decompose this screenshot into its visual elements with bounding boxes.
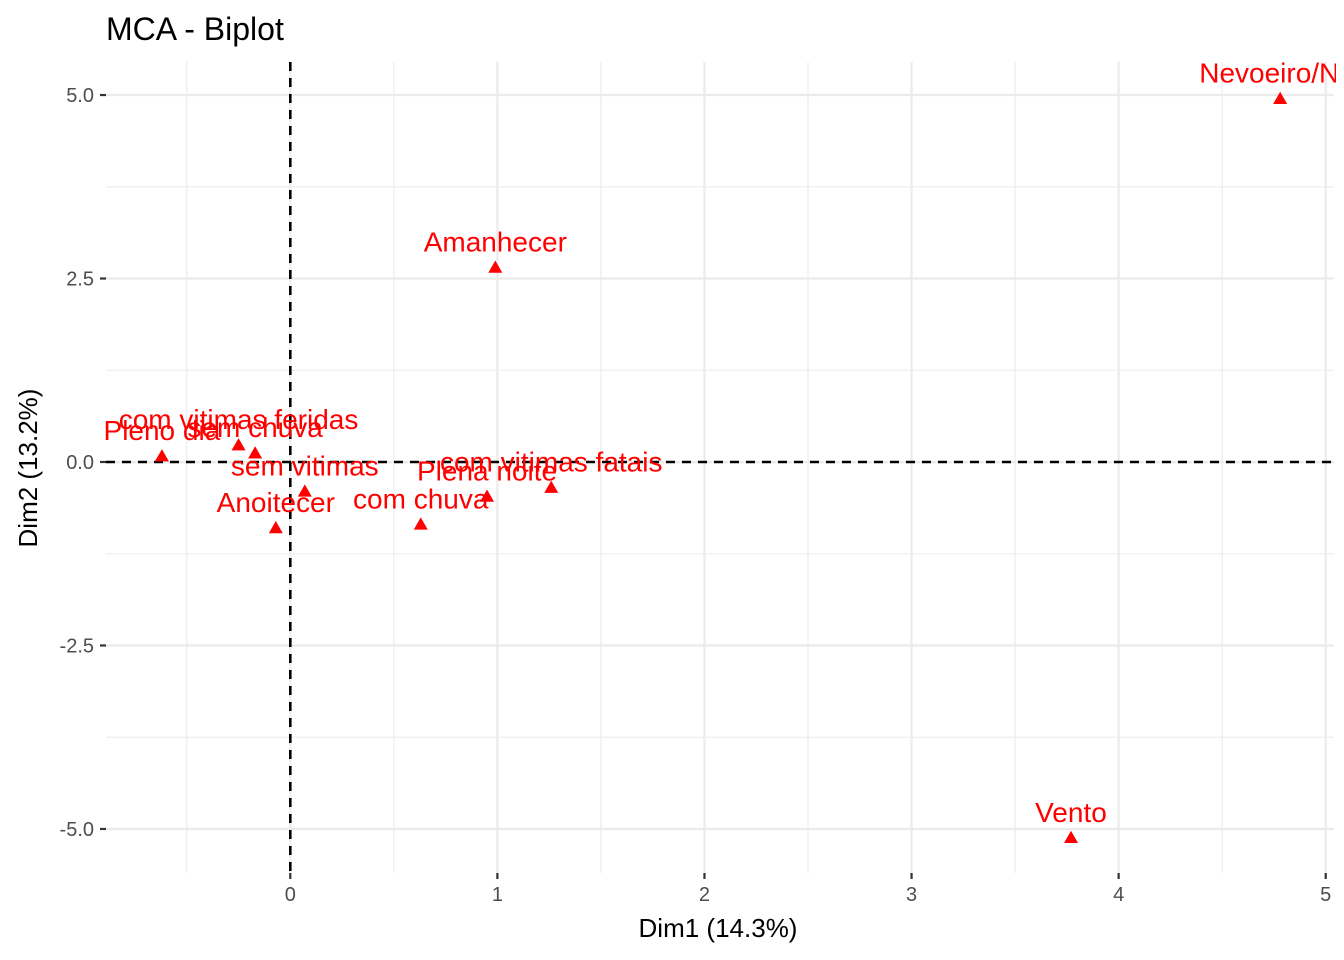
- point-label: com vitimas feridas: [119, 404, 359, 435]
- x-tick-label: 3: [906, 884, 917, 906]
- reference-lines: [106, 62, 1334, 873]
- point-label: Amanhecer: [424, 227, 567, 258]
- chart-title: MCA - Biplot: [106, 11, 284, 47]
- point-labels: Nevoeiro/Nel Amanhecer com vitimas feridas…: [104, 58, 1344, 828]
- point-marker: [544, 480, 559, 493]
- point-marker: [1064, 830, 1079, 844]
- point-marker: [480, 489, 495, 502]
- data-points: [154, 91, 1288, 844]
- x-axis-title: Dim1 (14.3%): [639, 913, 798, 943]
- point-marker: [297, 484, 312, 497]
- point-marker: [248, 446, 263, 459]
- point-label: com chuva: [353, 483, 489, 514]
- y-axis-title: Dim2 (13.2%): [13, 389, 43, 548]
- minor-gridlines: [106, 62, 1334, 873]
- point-label: Pleno dia: [104, 415, 221, 446]
- point-label: Vento: [1035, 797, 1107, 828]
- plot-area: Nevoeiro/Nel Amanhecer com vitimas feridas…: [104, 58, 1344, 873]
- x-tick-label: 5: [1320, 884, 1331, 906]
- x-tick-label: 2: [699, 884, 710, 906]
- point-marker: [154, 449, 169, 462]
- y-tick-label: 0.0: [66, 452, 94, 474]
- y-tick-label: 5.0: [66, 85, 94, 107]
- point-marker: [413, 517, 428, 530]
- point-label: Plena noite: [417, 455, 557, 486]
- x-axis: 0 1 2 3 4 5: [285, 873, 1331, 906]
- point-marker: [231, 438, 246, 451]
- point-marker: [488, 260, 503, 273]
- point-label: sem vitimas: [231, 450, 379, 481]
- point-label: sem chuva: [187, 412, 323, 443]
- point-label: Nevoeiro/Nel: [1199, 58, 1344, 89]
- y-tick-label: -5.0: [60, 819, 94, 841]
- point-marker: [1273, 91, 1288, 104]
- x-tick-label: 0: [285, 884, 296, 906]
- y-tick-label: 2.5: [66, 269, 94, 291]
- point-label: Anoitecer: [217, 487, 335, 518]
- point-marker: [268, 521, 283, 534]
- y-axis: -5.0 -2.5 0.0 2.5 5.0: [60, 85, 106, 841]
- y-tick-label: -2.5: [60, 635, 94, 657]
- point-label: com vitimas fatais: [440, 447, 663, 478]
- x-tick-label: 4: [1113, 884, 1124, 906]
- x-tick-label: 1: [492, 884, 503, 906]
